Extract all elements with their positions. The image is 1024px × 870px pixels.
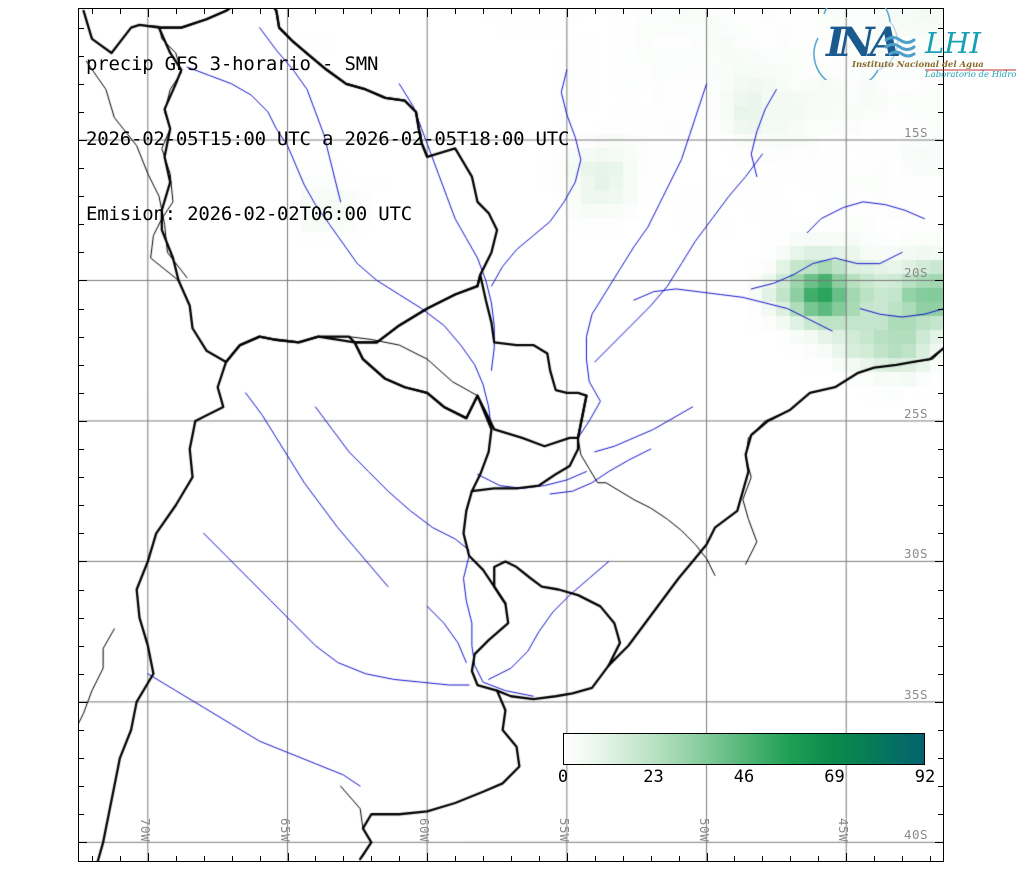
- colorbar-gradient: [563, 733, 925, 765]
- title-line-3: Emision: 2026-02-02T06:00 UTC: [86, 203, 412, 225]
- svg-text:I: I: [825, 19, 846, 66]
- ina-subtitle-text: Instituto Nacional del Agua: [851, 60, 984, 70]
- colorbar-label-69: 69: [824, 767, 845, 787]
- ina-lhi-logo: I N A Instituto Nacional del Agua LHI La…: [812, 0, 1024, 89]
- title-line-1: precip GFS 3-horario - SMN: [86, 53, 379, 75]
- svg-text:A: A: [866, 19, 901, 66]
- colorbar-label-46: 46: [733, 767, 755, 787]
- map-overlay-lines: [78, 8, 944, 862]
- lhi-subtitle-text: Laboratorio de Hidrologia: [924, 70, 1016, 80]
- colorbar-tick-labels: 0 23 46 69 92: [558, 765, 935, 787]
- colorbar-label-23: 23: [643, 767, 664, 787]
- colorbar-label-92: 92: [914, 767, 936, 787]
- title-line-2: 2026-02-05T15:00 UTC a 2026-02-05T18:00 …: [86, 128, 570, 150]
- colorbar-label-0: 0: [557, 767, 569, 787]
- map-plot-area[interactable]: [78, 8, 944, 862]
- title-block: precip GFS 3-horario - SMN 2026-02-05T15…: [86, 2, 569, 277]
- colorbar: 0 23 46 69 92: [558, 733, 935, 787]
- lhi-text: LHI: [924, 26, 982, 60]
- svg-text:N: N: [836, 19, 876, 66]
